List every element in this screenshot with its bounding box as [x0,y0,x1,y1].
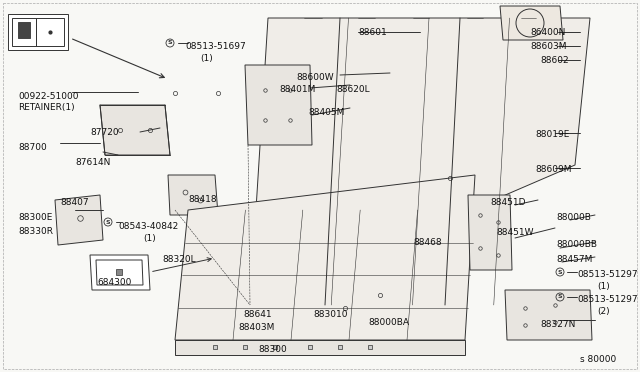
Text: 87614N: 87614N [75,158,110,167]
Text: 88620L: 88620L [336,85,370,94]
Text: 88330R: 88330R [18,227,53,236]
Text: 88405M: 88405M [308,108,344,117]
Text: 87720: 87720 [90,128,118,137]
Text: 88468: 88468 [413,238,442,247]
Text: 08513-51697: 08513-51697 [185,42,246,51]
Text: 88320L: 88320L [162,255,196,264]
Text: 88300E: 88300E [18,213,52,222]
Text: 883010: 883010 [313,310,348,319]
Text: 88401M: 88401M [279,85,316,94]
Text: 08543-40842: 08543-40842 [118,222,179,231]
Text: 88000B: 88000B [556,213,591,222]
Text: S: S [557,295,563,299]
Text: (1): (1) [597,282,610,291]
Text: (1): (1) [143,234,156,243]
Text: 88000BA: 88000BA [368,318,409,327]
Polygon shape [468,195,512,270]
Text: 08513-51297: 08513-51297 [577,270,637,279]
Text: 08513-51297: 08513-51297 [577,295,637,304]
Polygon shape [250,18,590,305]
Text: S: S [106,219,110,224]
Polygon shape [505,290,592,340]
Text: RETAINER(1): RETAINER(1) [18,103,75,112]
Polygon shape [175,340,465,355]
Polygon shape [168,175,218,215]
Polygon shape [245,65,312,145]
Text: 88609M: 88609M [535,165,572,174]
Text: 88000BB: 88000BB [556,240,597,249]
Polygon shape [100,105,170,155]
Text: 88403M: 88403M [238,323,275,332]
Text: 88300: 88300 [258,345,287,354]
Polygon shape [175,175,475,340]
Text: 88700: 88700 [18,143,47,152]
Text: S: S [557,269,563,275]
Text: 88602: 88602 [540,56,568,65]
Text: 88603M: 88603M [530,42,566,51]
Text: 684300: 684300 [97,278,131,287]
Text: (1): (1) [200,54,212,63]
Text: s 80000: s 80000 [580,355,616,364]
Text: 88418: 88418 [188,195,216,204]
Text: (2): (2) [597,307,610,316]
Text: 00922-51000: 00922-51000 [18,92,79,101]
Text: 88019E: 88019E [535,130,570,139]
Polygon shape [18,22,30,38]
Text: 86400N: 86400N [530,28,565,37]
Polygon shape [500,6,563,40]
Text: 88457M: 88457M [556,255,593,264]
Text: 88451W: 88451W [496,228,534,237]
Text: S: S [168,41,172,45]
Text: 88327N: 88327N [540,320,575,329]
Polygon shape [90,255,150,290]
Text: 88600W: 88600W [296,73,333,82]
Text: 88407: 88407 [60,198,88,207]
Text: 88601: 88601 [358,28,387,37]
Circle shape [516,9,544,37]
Text: 88451D: 88451D [490,198,525,207]
Text: 88641: 88641 [243,310,271,319]
Polygon shape [55,195,103,245]
Polygon shape [8,14,68,50]
